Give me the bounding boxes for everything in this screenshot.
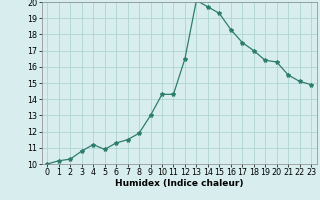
X-axis label: Humidex (Indice chaleur): Humidex (Indice chaleur) bbox=[115, 179, 244, 188]
